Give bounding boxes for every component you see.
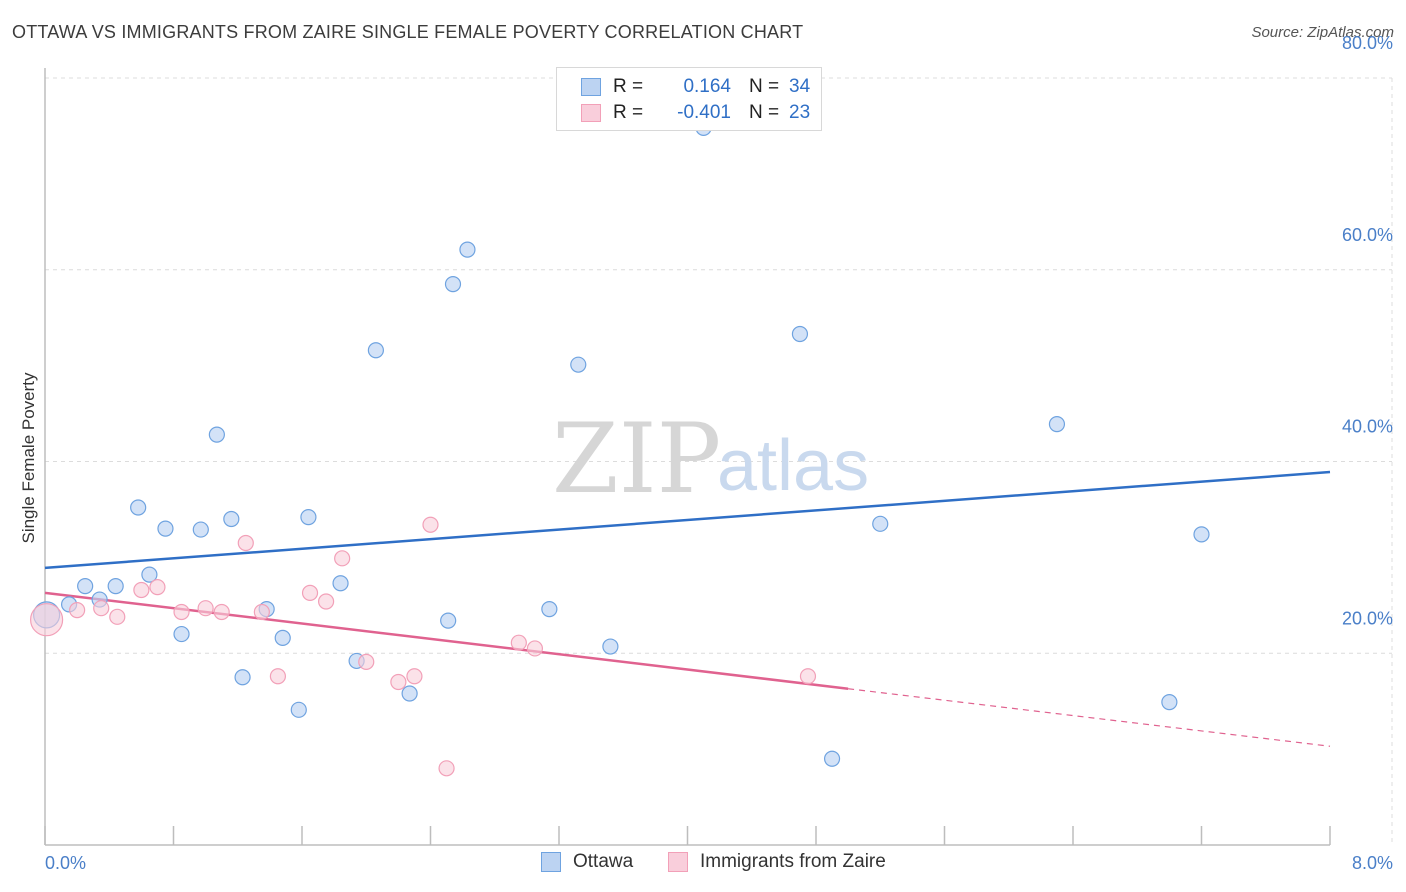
ottawa-point — [1193, 526, 1210, 543]
ottawa-point — [77, 578, 94, 595]
ottawa-swatch — [581, 78, 601, 96]
tick-labels: 20.0% 40.0% 60.0% 80.0% 0.0% 8.0% — [45, 33, 1393, 873]
zaire-swatch — [581, 104, 601, 122]
zaire-legend-swatch — [668, 852, 688, 872]
watermark: ZIP atlas — [552, 403, 869, 515]
axes — [44, 68, 1331, 846]
zaire-n-value: 23 — [789, 102, 811, 123]
ottawa-point — [459, 241, 476, 258]
ottawa-point — [541, 601, 558, 618]
ottawa-point — [107, 578, 124, 595]
ottawa-point — [130, 499, 147, 516]
zaire-n-label: N = — [749, 102, 780, 123]
legend-item-zaire: Immigrants from Zaire — [668, 851, 886, 873]
x-tick-label-0: 0.0% — [45, 853, 86, 873]
ottawa-point — [1161, 694, 1178, 711]
ottawa-point — [367, 342, 384, 359]
zaire-point — [237, 534, 254, 552]
zaire-point — [197, 600, 214, 617]
ottawa-legend-label: Ottawa — [573, 851, 634, 872]
zaire-r-label: R = — [613, 102, 644, 123]
ottawa-point — [234, 669, 251, 686]
ottawa-point — [290, 701, 307, 718]
watermark-zip: ZIP — [552, 403, 721, 515]
ottawa-point — [208, 426, 225, 443]
ottawa-n-label: N = — [749, 76, 780, 97]
zaire-point — [253, 603, 270, 621]
y-tick-label-3: 80.0% — [1342, 33, 1393, 53]
ottawa-point — [570, 356, 587, 373]
y-tick-label-1: 40.0% — [1342, 417, 1393, 437]
zaire-r-value: -0.401 — [677, 102, 731, 123]
ottawa-point — [1048, 416, 1066, 433]
zaire-point — [390, 673, 407, 691]
zaire-point — [510, 634, 527, 651]
ottawa-n-value: 34 — [789, 76, 811, 97]
zaire-point — [438, 760, 455, 777]
zaire-point — [269, 668, 287, 685]
ottawa-point — [223, 510, 240, 528]
zaire-point — [30, 603, 64, 637]
ottawa-point — [274, 629, 291, 647]
zaire-point — [301, 584, 319, 601]
ottawa-r-value: 0.164 — [683, 76, 731, 97]
zaire-point — [317, 593, 335, 610]
zaire-point — [526, 640, 544, 657]
watermark-atlas: atlas — [717, 426, 869, 506]
zaire-point — [406, 668, 423, 685]
zaire-point — [173, 603, 190, 621]
ottawa-point — [141, 566, 158, 583]
ottawa-point — [440, 612, 457, 629]
y-tick-label-2: 60.0% — [1342, 225, 1393, 245]
zaire-point — [422, 516, 439, 533]
correlation-legend: R = 0.164 N = 34 R = -0.401 N = 23 — [556, 67, 822, 131]
zaire-point — [69, 602, 86, 619]
zaire-point — [93, 600, 110, 617]
zaire-point — [358, 653, 375, 670]
legend-item-ottawa: Ottawa — [541, 851, 633, 873]
ottawa-point — [157, 520, 174, 537]
legend-row-ottawa: R = 0.164 N = 34 — [581, 75, 810, 99]
zaire-trend-extension — [848, 688, 1331, 747]
zaire-point — [213, 603, 230, 621]
ottawa-point — [791, 325, 809, 343]
data-points — [30, 119, 1210, 777]
ottawa-point — [823, 750, 841, 767]
ottawa-point — [332, 575, 349, 592]
zaire-point — [133, 581, 150, 599]
ottawa-point — [872, 515, 889, 532]
zaire-point — [334, 550, 351, 567]
ottawa-legend-swatch — [541, 852, 561, 872]
legend-row-zaire: R = -0.401 N = 23 — [581, 101, 810, 125]
zaire-legend-label: Immigrants from Zaire — [700, 851, 886, 872]
ottawa-point — [173, 625, 190, 643]
ottawa-point — [300, 509, 317, 526]
ottawa-trend-line — [44, 470, 1331, 570]
y-axis-title: Single Female Poverty — [19, 372, 38, 544]
x-tick-label-1: 8.0% — [1352, 853, 1393, 873]
chart-title: OTTAWA VS IMMIGRANTS FROM ZAIRE SINGLE F… — [12, 22, 804, 42]
ottawa-point — [401, 685, 418, 702]
zaire-point — [149, 578, 166, 596]
zaire-point — [109, 608, 126, 625]
ottawa-point — [602, 638, 619, 655]
y-tick-label-0: 20.0% — [1342, 608, 1393, 628]
zaire-point — [799, 668, 817, 685]
source-label: Source: ZipAtlas.com — [1251, 24, 1394, 41]
zaire-trend-line — [44, 591, 849, 690]
ottawa-point — [192, 521, 209, 538]
ottawa-point — [444, 276, 462, 293]
ottawa-r-label: R = — [613, 76, 644, 97]
